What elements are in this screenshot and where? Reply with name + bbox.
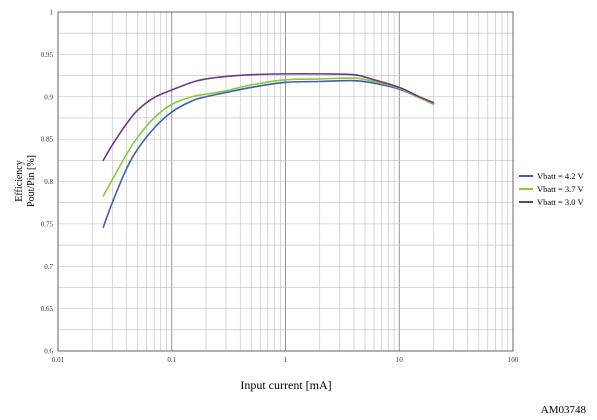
figure-code: AM03748	[541, 404, 587, 416]
x-tick-label: 0.1	[167, 356, 176, 364]
series-lines	[102, 72, 435, 229]
x-axis-title: Input current [mA]	[240, 378, 331, 392]
legend-label-3: Vbatt = 3.0 V	[537, 197, 585, 207]
legend-label-1: Vbatt = 4.2 V	[537, 171, 585, 181]
series-line-3	[102, 72, 435, 162]
y-tick-label: 0.65	[41, 305, 54, 313]
y-tick-label: 0.85	[41, 136, 54, 144]
y-axis-title-line-1: Efficiency	[14, 160, 25, 201]
y-tick-label: 0.75	[41, 220, 54, 228]
x-tick-label: 100	[508, 356, 519, 364]
y-tick-label: 0.8	[44, 178, 53, 186]
y-axis-title-line-2: Pout/Pin [%]	[26, 155, 37, 207]
y-tick-label: 0.6	[44, 348, 53, 356]
x-tick-label: 10	[396, 356, 404, 364]
x-tick-label: 0.01	[52, 356, 65, 364]
legend: Vbatt = 4.2 V Vbatt = 3.7 V Vbatt = 3.0 V	[519, 171, 585, 207]
series-line-2	[102, 77, 435, 197]
x-tick-label: 1	[284, 356, 288, 364]
x-tick-labels: 0.01 0.1 1 10 100	[52, 356, 519, 364]
y-tick-label: 0.7	[44, 263, 53, 271]
legend-label-2: Vbatt = 3.7 V	[537, 184, 585, 194]
y-tick-label: 0.95	[41, 51, 54, 59]
series-line-1	[102, 79, 435, 229]
y-tick-labels: 0.6 0.65 0.7 0.75 0.8 0.85 0.9 0.95 1	[41, 9, 54, 356]
gridlines	[58, 12, 513, 351]
y-tick-label: 0.9	[44, 93, 53, 101]
plot-frame	[57, 11, 514, 352]
y-tick-label: 1	[50, 9, 54, 17]
